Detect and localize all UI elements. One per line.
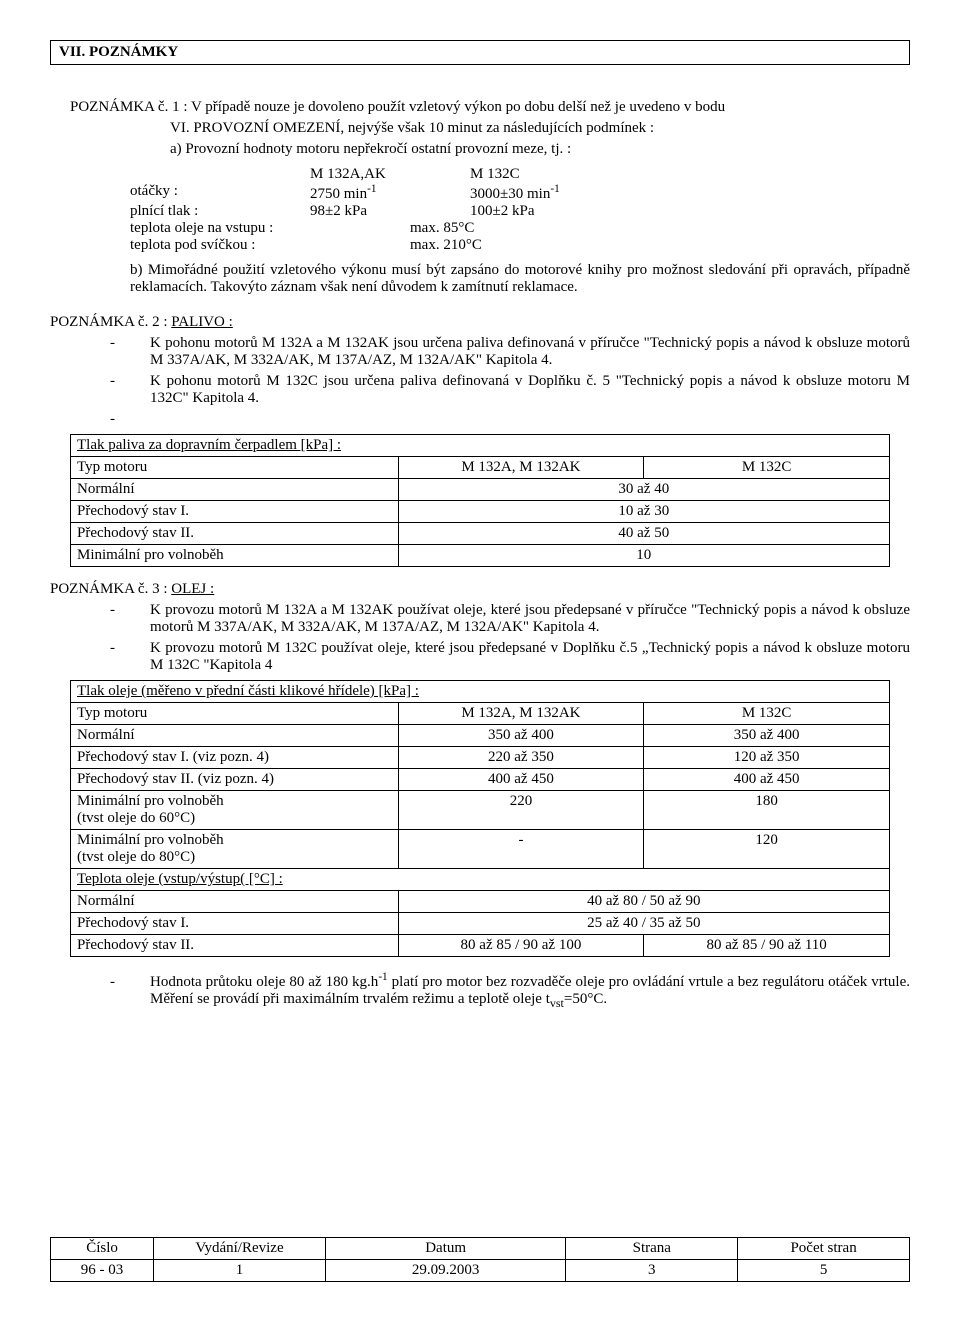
note2-table: Tlak paliva za dopravním čerpadlem [kPa]… bbox=[70, 434, 890, 567]
note2-h1: M 132A, M 132AK bbox=[398, 457, 644, 479]
note3-t2-r1-l: Přechodový stav I. bbox=[71, 913, 399, 935]
spec-r1-label: plnící tlak : bbox=[130, 203, 310, 220]
note3-t1-r4-a: - bbox=[398, 830, 644, 869]
note1-item-a: a) Provozní hodnoty motoru nepřekročí os… bbox=[170, 141, 910, 158]
note2-label: POZNÁMKA č. 2 : bbox=[50, 314, 168, 330]
note1-item-b: b) Mimořádné použití vzletového výkonu m… bbox=[130, 262, 910, 296]
note3-t1-r4-l: Minimální pro volnoběh (tvst oleje do 80… bbox=[71, 830, 399, 869]
note2-heading: PALIVO : bbox=[171, 314, 233, 330]
note3-table: Tlak oleje (měřeno v přední části klikov… bbox=[70, 680, 890, 957]
note3-t2-r1-v: 25 až 40 / 35 až 50 bbox=[398, 913, 889, 935]
footer-table: Číslo Vydání/Revize Datum Strana Počet s… bbox=[50, 1237, 910, 1282]
note3-t1-h1: M 132A, M 132AK bbox=[398, 703, 644, 725]
ft-r1: 1 bbox=[154, 1260, 326, 1282]
note3-t1-r2-a: 400 až 450 bbox=[398, 769, 644, 791]
note1-label: POZNÁMKA č. 1 : bbox=[70, 99, 188, 115]
ft-h3: Strana bbox=[566, 1238, 738, 1260]
spec-r3-val: max. 210°C bbox=[310, 237, 630, 254]
note2-r0-l: Normální bbox=[71, 479, 399, 501]
note3-t1-r0-a: 350 až 400 bbox=[398, 725, 644, 747]
note2-r1-v: 10 až 30 bbox=[398, 501, 889, 523]
note3-t2-r2-a: 80 až 85 / 90 až 100 bbox=[398, 935, 644, 957]
note2-r1-l: Přechodový stav I. bbox=[71, 501, 399, 523]
note3-final: -Hodnota průtoku oleje 80 až 180 kg.h-1 … bbox=[110, 971, 910, 1011]
spec-r3-label: teplota pod svíčkou : bbox=[130, 237, 310, 254]
note2-r2-v: 40 až 50 bbox=[398, 523, 889, 545]
spec-r0-label: otáčky : bbox=[130, 183, 310, 203]
spec-r0-a: 2750 min-1 bbox=[310, 183, 470, 203]
note3-heading-line: POZNÁMKA č. 3 : OLEJ : bbox=[50, 581, 910, 598]
note3-t1-r2-l: Přechodový stav II. (viz pozn. 4) bbox=[71, 769, 399, 791]
note3-t1-h2: M 132C bbox=[644, 703, 890, 725]
note3-bullet-0: -K provozu motorů M 132A a M 132AK použí… bbox=[110, 602, 910, 636]
note3-t1-r0-l: Normální bbox=[71, 725, 399, 747]
note3-heading: OLEJ : bbox=[171, 581, 214, 597]
note3-t2-r2-b: 80 až 85 / 90 až 110 bbox=[644, 935, 890, 957]
note3-t1-r0-b: 350 až 400 bbox=[644, 725, 890, 747]
note1-line2: VI. PROVOZNÍ OMEZENÍ, nejvýše však 10 mi… bbox=[170, 120, 910, 137]
ft-r3: 3 bbox=[566, 1260, 738, 1282]
spec-r2-label: teplota oleje na vstupu : bbox=[130, 220, 310, 237]
note2-heading-line: POZNÁMKA č. 2 : PALIVO : bbox=[50, 314, 910, 331]
ft-r2: 29.09.2003 bbox=[325, 1260, 566, 1282]
spec-head-b: M 132C bbox=[470, 166, 630, 183]
note2-h2: M 132C bbox=[644, 457, 890, 479]
note3-t1-r4-b: 120 bbox=[644, 830, 890, 869]
ft-r4: 5 bbox=[738, 1260, 910, 1282]
note3-t1-r3-a: 220 bbox=[398, 791, 644, 830]
note2-bullet-0: -K pohonu motorů M 132A a M 132AK jsou u… bbox=[110, 335, 910, 369]
note2-bullet-dash: - bbox=[110, 411, 910, 428]
ft-h1: Vydání/Revize bbox=[154, 1238, 326, 1260]
spec-r0-b: 3000±30 min-1 bbox=[470, 183, 630, 203]
note3-t2-r0-v: 40 až 80 / 50 až 90 bbox=[398, 891, 889, 913]
note3-t1-r3-l: Minimální pro volnoběh (tvst oleje do 60… bbox=[71, 791, 399, 830]
note3-t1-title: Tlak oleje (měřeno v přední části klikov… bbox=[71, 681, 890, 703]
spec-r1-b: 100±2 kPa bbox=[470, 203, 630, 220]
note2-r3-l: Minimální pro volnoběh bbox=[71, 545, 399, 567]
note2-r2-l: Přechodový stav II. bbox=[71, 523, 399, 545]
ft-h4: Počet stran bbox=[738, 1238, 910, 1260]
spec-head-a: M 132A,AK bbox=[310, 166, 470, 183]
note1-intro: POZNÁMKA č. 1 : V případě nouze je dovol… bbox=[70, 99, 910, 116]
spec-r2-val: max. 85°C bbox=[310, 220, 630, 237]
note3-t1-r3-b: 180 bbox=[644, 791, 890, 830]
note3-t1-r1-b: 120 až 350 bbox=[644, 747, 890, 769]
note2-h0: Typ motoru bbox=[71, 457, 399, 479]
spec-r1-a: 98±2 kPa bbox=[310, 203, 470, 220]
note2-bullet-1: -K pohonu motorů M 132C jsou určena pali… bbox=[110, 373, 910, 407]
note3-t1-h0: Typ motoru bbox=[71, 703, 399, 725]
note3-bullet-1: -K provozu motorů M 132C používat oleje,… bbox=[110, 640, 910, 674]
ft-r0: 96 - 03 bbox=[51, 1260, 154, 1282]
note3-t1-r2-b: 400 až 450 bbox=[644, 769, 890, 791]
note3-t2-title: Teplota oleje (vstup/výstup( [°C] : bbox=[71, 869, 890, 891]
note3-t2-r2-l: Přechodový stav II. bbox=[71, 935, 399, 957]
note2-r3-v: 10 bbox=[398, 545, 889, 567]
note2-r0-v: 30 až 40 bbox=[398, 479, 889, 501]
note1-line1: V případě nouze je dovoleno použít vzlet… bbox=[191, 99, 725, 115]
note3-label: POZNÁMKA č. 3 : bbox=[50, 581, 168, 597]
note3-t2-r0-l: Normální bbox=[71, 891, 399, 913]
ft-h2: Datum bbox=[325, 1238, 566, 1260]
note3-t1-r1-a: 220 až 350 bbox=[398, 747, 644, 769]
note3-t1-r1-l: Přechodový stav I. (viz pozn. 4) bbox=[71, 747, 399, 769]
note1-spec-table: M 132A,AK M 132C otáčky : 2750 min-1 300… bbox=[130, 166, 630, 254]
section-header: VII. POZNÁMKY bbox=[50, 40, 910, 65]
note2-table-title: Tlak paliva za dopravním čerpadlem [kPa]… bbox=[71, 435, 890, 457]
ft-h0: Číslo bbox=[51, 1238, 154, 1260]
